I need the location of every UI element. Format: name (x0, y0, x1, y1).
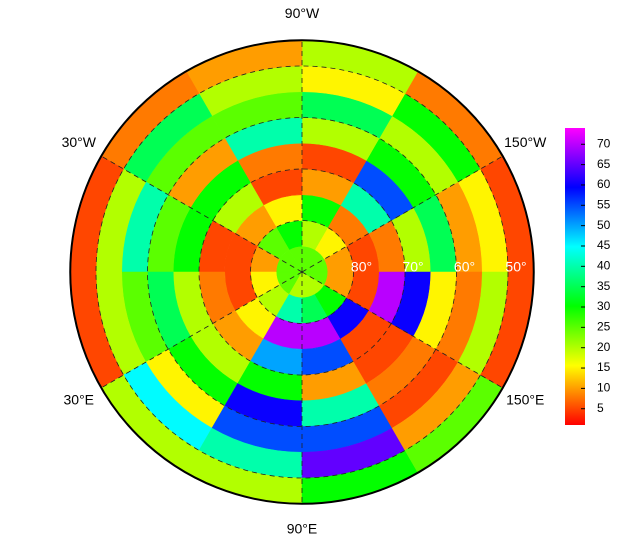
colorbar-label: 5 (597, 401, 604, 415)
meridian (301, 271, 503, 389)
colorbar-label: 25 (597, 320, 611, 334)
data-grid (69, 39, 535, 505)
longitude-label: 90°E (287, 520, 318, 536)
colorbar-label: 45 (597, 238, 611, 252)
colorbar-label: 60 (597, 177, 611, 191)
colorbar-label: 30 (597, 299, 611, 313)
latitude-label: 70° (402, 259, 423, 275)
meridian (301, 155, 503, 273)
latitude-label: 50° (505, 259, 526, 275)
longitude-label: 150°E (506, 392, 544, 408)
colorbar-label: 35 (597, 279, 611, 293)
longitude-label: 150°W (504, 134, 547, 150)
colorbar-label: 65 (597, 157, 611, 171)
colorbar-label: 70 (597, 136, 611, 150)
latitude-ring (250, 220, 354, 324)
meridian (101, 271, 303, 389)
map-boundary (69, 39, 535, 505)
graticule: 80° 70° 60° 50° 90°W 30°W 150°W 30°E 150°E 90°E (62, 5, 548, 537)
colorbar-label: 20 (597, 340, 611, 354)
longitude-label: 30°W (62, 134, 97, 150)
colorbar-label: 40 (597, 259, 611, 273)
latitude-label: 80° (351, 259, 372, 275)
colorbar-label: 55 (597, 197, 611, 211)
latitude-ring (198, 168, 406, 376)
latitude-ring (95, 65, 509, 479)
colorbar-label: 50 (597, 218, 611, 232)
meridian (101, 155, 303, 273)
colorbar (565, 128, 585, 425)
colorbar-label: 15 (597, 360, 611, 374)
longitude-label: 30°E (64, 392, 95, 408)
latitude-label: 60° (454, 259, 475, 275)
longitude-label: 90°W (285, 5, 320, 21)
latitude-ring (147, 117, 457, 427)
colorbar-label: 10 (597, 381, 611, 395)
